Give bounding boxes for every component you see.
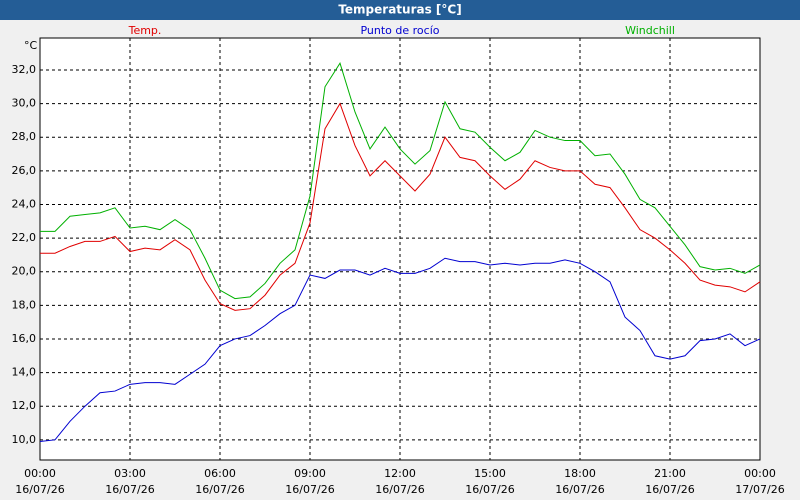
x-tick-label: 00:00 bbox=[24, 467, 56, 480]
series-line bbox=[39, 257, 761, 443]
y-tick-label: 22,0 bbox=[12, 231, 37, 244]
legend-entry: Windchill bbox=[625, 24, 675, 37]
title-bar bbox=[0, 0, 800, 20]
y-tick-label: 14,0 bbox=[12, 366, 37, 379]
legend-entry: Temp. bbox=[128, 24, 162, 37]
y-tick-label: 16,0 bbox=[12, 332, 37, 345]
y-tick-label: 18,0 bbox=[12, 298, 37, 311]
x-tick-date: 16/07/26 bbox=[195, 483, 244, 496]
x-tick-date: 16/07/26 bbox=[285, 483, 334, 496]
x-tick-date: 16/07/26 bbox=[375, 483, 424, 496]
x-tick-label: 21:00 bbox=[654, 467, 686, 480]
y-tick-label: 26,0 bbox=[12, 164, 37, 177]
x-tick-label: 03:00 bbox=[114, 467, 146, 480]
x-tick-label: 18:00 bbox=[564, 467, 596, 480]
x-tick-date: 16/07/26 bbox=[465, 483, 514, 496]
y-tick-label: 24,0 bbox=[12, 197, 37, 210]
y-tick-label: 30,0 bbox=[12, 97, 37, 110]
series-line bbox=[40, 102, 761, 311]
x-tick-label: 00:00 bbox=[744, 467, 776, 480]
x-tick-date: 16/07/26 bbox=[555, 483, 604, 496]
y-tick-label: 10,0 bbox=[12, 433, 37, 446]
x-tick-label: 06:00 bbox=[204, 467, 236, 480]
x-tick-label: 09:00 bbox=[294, 467, 326, 480]
y-tick-label: 12,0 bbox=[12, 399, 37, 412]
y-tick-label: 20,0 bbox=[12, 265, 37, 278]
x-tick-date: 16/07/26 bbox=[105, 483, 154, 496]
x-tick-date: 16/07/26 bbox=[15, 483, 64, 496]
x-tick-date: 16/07/26 bbox=[645, 483, 694, 496]
x-tick-label: 12:00 bbox=[384, 467, 416, 480]
y-tick-label: 32,0 bbox=[12, 63, 37, 76]
x-tick-label: 15:00 bbox=[474, 467, 506, 480]
y-unit: °C bbox=[24, 39, 38, 52]
series-line bbox=[40, 62, 761, 300]
y-tick-label: 28,0 bbox=[12, 130, 37, 143]
legend-entry: Punto de rocío bbox=[360, 24, 439, 37]
x-tick-date: 17/07/26 bbox=[735, 483, 784, 496]
chart-title: Temperaturas [°C] bbox=[338, 3, 461, 17]
